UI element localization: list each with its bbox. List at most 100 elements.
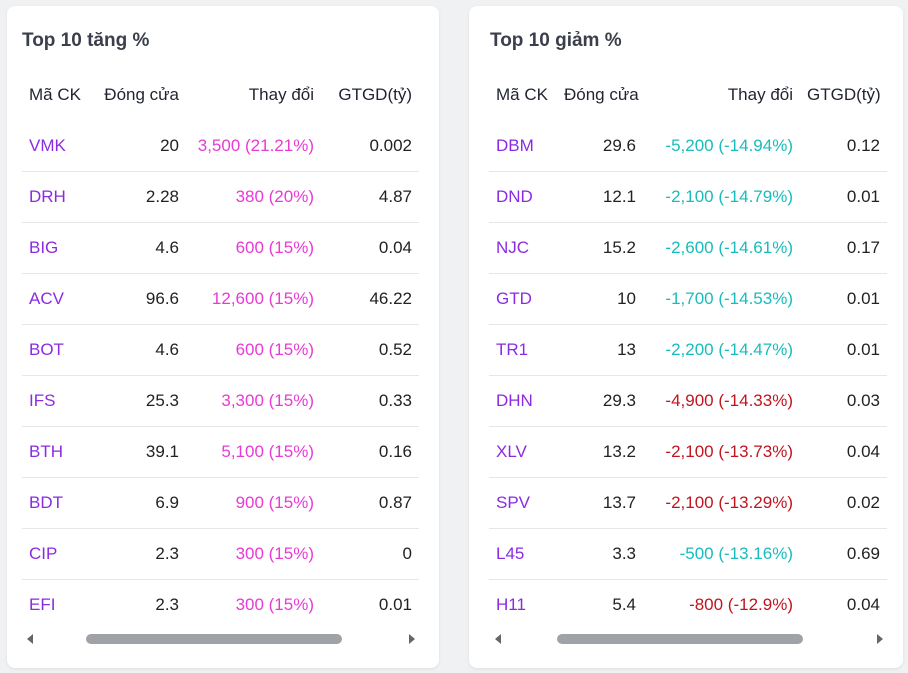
trade-value: 0.03 (800, 375, 887, 427)
close-price: 96.6 (90, 273, 186, 325)
column-header-value[interactable]: GTGD(tỷ) (338, 84, 412, 104)
table-row[interactable]: BOT 4.6 600 (15%) 0.52 (22, 324, 419, 376)
trade-value: 0.01 (800, 171, 887, 223)
horizontal-scrollbar[interactable] (493, 633, 885, 647)
stock-symbol-link[interactable]: BTH (22, 426, 90, 478)
losers-table: Mã CK Đóng cửa Thay đổi GTGD(tỷ) DBM 29.6… (489, 68, 887, 625)
close-price: 15.2 (557, 222, 643, 274)
table-row[interactable]: BIG 4.6 600 (15%) 0.04 (22, 222, 419, 274)
price-change: 300 (15%) (186, 579, 321, 625)
stock-symbol-link[interactable]: DND (489, 171, 557, 223)
trade-value: 0.69 (800, 528, 887, 580)
trade-value: 46.22 (321, 273, 419, 325)
stock-symbol-link[interactable]: CIP (22, 528, 90, 580)
price-change: -2,200 (-14.47%) (643, 324, 800, 376)
stock-symbol-link[interactable]: BOT (22, 324, 90, 376)
stock-symbol-link[interactable]: IFS (22, 375, 90, 427)
price-change: -800 (-12.9%) (643, 579, 800, 625)
trade-value: 0.87 (321, 477, 419, 529)
trade-value: 0.04 (321, 222, 419, 274)
stock-symbol-link[interactable]: DRH (22, 171, 90, 223)
close-price: 10 (557, 273, 643, 325)
table-row[interactable]: EFI 2.3 300 (15%) 0.01 (22, 579, 419, 625)
horizontal-scrollbar[interactable] (25, 633, 417, 647)
column-header-symbol[interactable]: Mã CK (496, 84, 548, 104)
stock-symbol-link[interactable]: BDT (22, 477, 90, 529)
trade-value: 4.87 (321, 171, 419, 223)
stock-symbol-link[interactable]: XLV (489, 426, 557, 478)
table-row[interactable]: GTD 10 -1,700 (-14.53%) 0.01 (489, 273, 887, 325)
table-row[interactable]: DHN 29.3 -4,900 (-14.33%) 0.03 (489, 375, 887, 427)
stock-symbol-link[interactable]: BIG (22, 222, 90, 274)
table-row[interactable]: L45 3.3 -500 (-13.16%) 0.69 (489, 528, 887, 580)
table-row[interactable]: DBM 29.6 -5,200 (-14.94%) 0.12 (489, 121, 887, 172)
trade-value: 0 (321, 528, 419, 580)
stock-symbol-link[interactable]: TR1 (489, 324, 557, 376)
trade-value: 0.16 (321, 426, 419, 478)
table-row[interactable]: XLV 13.2 -2,100 (-13.73%) 0.04 (489, 426, 887, 478)
close-price: 25.3 (90, 375, 186, 427)
trade-value: 0.02 (800, 477, 887, 529)
column-header-close[interactable]: Đóng cửa (104, 84, 179, 104)
table-row[interactable]: DND 12.1 -2,100 (-14.79%) 0.01 (489, 171, 887, 223)
price-change: 900 (15%) (186, 477, 321, 529)
table-row[interactable]: CIP 2.3 300 (15%) 0 (22, 528, 419, 580)
price-change: 3,300 (15%) (186, 375, 321, 427)
stock-symbol-link[interactable]: DBM (496, 136, 534, 155)
column-header-change[interactable]: Thay đổi (248, 84, 314, 104)
trade-value: 0.52 (321, 324, 419, 376)
table-row[interactable]: DRH 2.28 380 (20%) 4.87 (22, 171, 419, 223)
close-price: 13.2 (557, 426, 643, 478)
stock-symbol-link[interactable]: NJC (489, 222, 557, 274)
stock-symbol-link[interactable]: EFI (22, 579, 90, 625)
price-change: 380 (20%) (186, 171, 321, 223)
table-row[interactable]: IFS 25.3 3,300 (15%) 0.33 (22, 375, 419, 427)
table-row[interactable]: BTH 39.1 5,100 (15%) 0.16 (22, 426, 419, 478)
price-change: 300 (15%) (186, 528, 321, 580)
column-header-value[interactable]: GTGD(tỷ) (807, 84, 881, 104)
table-header-row: Mã CK Đóng cửa Thay đổi GTGD(tỷ) (22, 68, 419, 121)
trade-value: 0.04 (800, 579, 887, 625)
stock-symbol-link[interactable]: L45 (489, 528, 557, 580)
stock-symbol-link[interactable]: GTD (489, 273, 557, 325)
top-gainers-card: Top 10 tăng % Mã CK Đóng cửa Thay đổi GT… (7, 6, 439, 668)
stock-symbol-link[interactable]: SPV (489, 477, 557, 529)
stock-symbol-link[interactable]: DHN (489, 375, 557, 427)
table-row[interactable]: VMK 20 3,500 (21.21%) 0.002 (22, 121, 419, 172)
table-row[interactable]: ACV 96.6 12,600 (15%) 46.22 (22, 273, 419, 325)
trade-value: 0.17 (800, 222, 887, 274)
price-change: 12,600 (15%) (186, 273, 321, 325)
table-row[interactable]: BDT 6.9 900 (15%) 0.87 (22, 477, 419, 529)
gainers-table: Mã CK Đóng cửa Thay đổi GTGD(tỷ) VMK 20 3,… (22, 68, 419, 625)
losers-body: DBM 29.6 -5,200 (-14.94%) 0.12 DND 12.1 -2,100… (489, 121, 887, 625)
table-viewport[interactable]: Mã CK Đóng cửa Thay đổi GTGD(tỷ) VMK 20 3,… (22, 68, 419, 625)
scrollbar-thumb[interactable] (557, 634, 803, 644)
card-title: Top 10 tăng % (22, 30, 150, 51)
price-change: -5,200 (-14.94%) (665, 136, 793, 155)
trade-value: 0.04 (800, 426, 887, 478)
table-row[interactable]: SPV 13.7 -2,100 (-13.29%) 0.02 (489, 477, 887, 529)
column-header-change[interactable]: Thay đổi (727, 84, 793, 104)
scroll-right-arrow-icon[interactable] (409, 634, 415, 644)
table-row[interactable]: NJC 15.2 -2,600 (-14.61%) 0.17 (489, 222, 887, 274)
price-change: -2,100 (-13.73%) (643, 426, 800, 478)
stock-symbol-link[interactable]: H11 (489, 579, 557, 625)
table-viewport[interactable]: Mã CK Đóng cửa Thay đổi GTGD(tỷ) DBM 29.6… (489, 68, 887, 625)
table-row[interactable]: H11 5.4 -800 (-12.9%) 0.04 (489, 579, 887, 625)
scrollbar-thumb[interactable] (86, 634, 342, 644)
price-change: -2,600 (-14.61%) (643, 222, 800, 274)
gainers-body: VMK 20 3,500 (21.21%) 0.002 DRH 2.28 380 (20%)… (22, 121, 419, 625)
trade-value: 0.12 (846, 136, 880, 155)
price-change: 600 (15%) (186, 324, 321, 376)
stock-symbol-link[interactable]: ACV (22, 273, 90, 325)
close-price: 29.3 (557, 375, 643, 427)
scroll-left-arrow-icon[interactable] (27, 634, 33, 644)
column-header-close[interactable]: Đóng cửa (564, 84, 639, 104)
stock-symbol-link[interactable]: VMK (29, 136, 66, 155)
price-change: -2,100 (-13.29%) (643, 477, 800, 529)
scroll-left-arrow-icon[interactable] (495, 634, 501, 644)
top-losers-card: Top 10 giảm % Mã CK Đóng cửa Thay đổi GT… (469, 6, 903, 668)
table-row[interactable]: TR1 13 -2,200 (-14.47%) 0.01 (489, 324, 887, 376)
scroll-right-arrow-icon[interactable] (877, 634, 883, 644)
column-header-symbol[interactable]: Mã CK (29, 84, 81, 104)
